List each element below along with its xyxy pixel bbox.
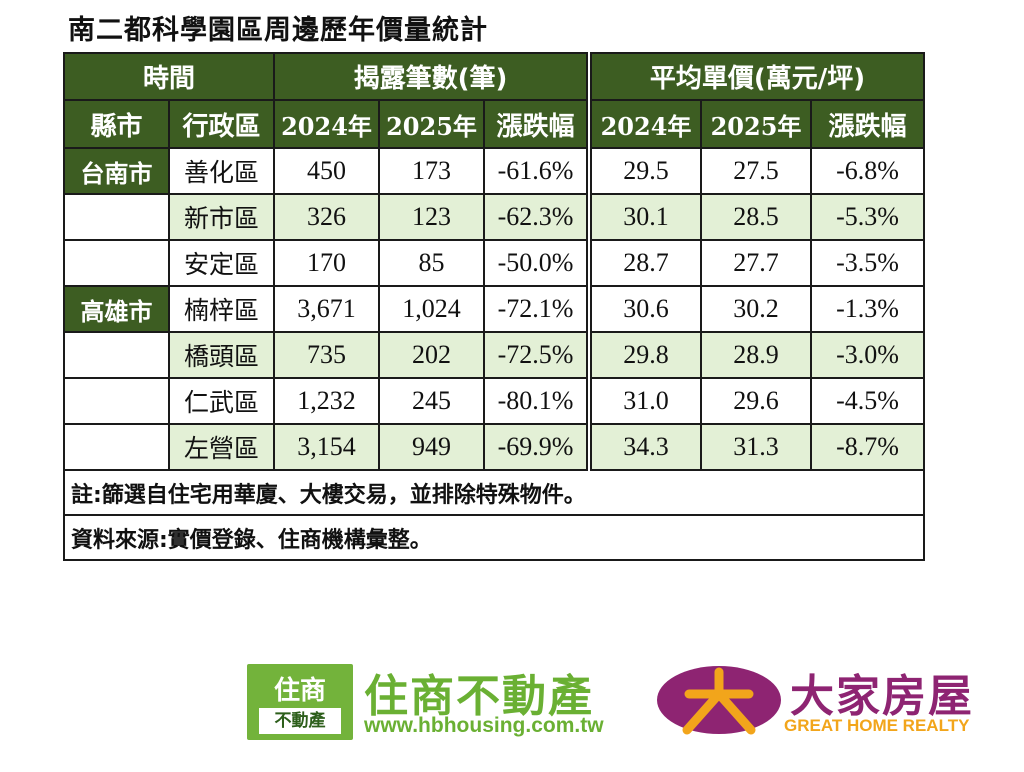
count-change-cell: -69.9% — [483, 423, 593, 471]
hbhousing-logo-mark: 住商 不動產 — [247, 664, 353, 740]
price-volume-table: 時間 揭露筆數(筆) 平均單價(萬元/坪) 縣市 行政區 2024年 2025年… — [62, 52, 926, 561]
header-price-2024: 2024年 — [588, 99, 703, 149]
county-cell: 高雄市 — [63, 285, 170, 333]
count-2025-cell: 202 — [378, 331, 486, 379]
count-change-cell: -80.1% — [483, 377, 593, 425]
table-note: 註:篩選自住宅用華廈、大樓交易，並排除特殊物件。 — [62, 469, 926, 516]
hbhousing-brand-name: 住商不動產 — [364, 671, 594, 722]
district-cell: 楠梓區 — [167, 285, 276, 333]
price-change-cell: -3.0% — [810, 331, 926, 379]
district-cell: 橋頭區 — [167, 331, 276, 379]
price-2024-cell: 29.8 — [588, 331, 703, 379]
district-cell: 左營區 — [167, 423, 276, 471]
price-2024-cell: 31.0 — [588, 377, 703, 425]
price-2024-cell: 28.7 — [588, 239, 703, 287]
table-row: 安定區 170 85 -50.0% 28.7 27.7 -3.5% — [63, 239, 926, 287]
great-home-logo-icon — [657, 666, 781, 735]
count-2024-cell: 735 — [273, 331, 381, 379]
header-count-2025: 2025年 — [378, 99, 486, 149]
district-cell: 仁武區 — [167, 377, 276, 425]
header-avg-price: 平均單價(萬元/坪) — [588, 52, 926, 101]
county-cell: 台南市 — [63, 147, 170, 195]
county-cell — [63, 239, 170, 287]
count-2024-cell: 1,232 — [273, 377, 381, 425]
district-cell: 善化區 — [167, 147, 276, 195]
count-2024-cell: 450 — [273, 147, 381, 195]
header-row-top: 時間 揭露筆數(筆) 平均單價(萬元/坪) — [62, 52, 926, 101]
table-row: 台南市 善化區 450 173 -61.6% 29.5 27.5 -6.8% — [63, 147, 926, 195]
great-home-brand-name: 大家房屋 — [790, 671, 974, 722]
source-row: 資料來源:實價登錄、住商機構彙整。 — [62, 514, 926, 561]
price-change-cell: -1.3% — [810, 285, 926, 333]
count-2025-cell: 1,024 — [378, 285, 486, 333]
hbhousing-mark-top: 住商 — [273, 676, 326, 706]
great-home-english-name: GREAT HOME REALTY — [784, 716, 970, 735]
header-price-change: 漲跌幅 — [810, 99, 926, 149]
count-2024-cell: 326 — [273, 193, 381, 241]
count-change-cell: -61.6% — [483, 147, 593, 195]
price-change-cell: -6.8% — [810, 147, 926, 195]
table-row: 左營區 3,154 949 -69.9% 34.3 31.3 -8.7% — [63, 423, 926, 471]
footer-logos: 住商 不動產 住商不動產 www.hbhousing.com.tw 大家房屋 G… — [0, 650, 1024, 750]
count-change-cell: -50.0% — [483, 239, 593, 287]
page-title: 南二都科學園區周邊歷年價量統計 — [68, 15, 488, 46]
hbhousing-mark-bottom: 不動產 — [259, 708, 341, 734]
district-cell: 新市區 — [167, 193, 276, 241]
price-2024-cell: 30.1 — [588, 193, 703, 241]
price-2025-cell: 28.5 — [700, 193, 813, 241]
table-source: 資料來源:實價登錄、住商機構彙整。 — [62, 514, 926, 561]
note-row: 註:篩選自住宅用華廈、大樓交易，並排除特殊物件。 — [62, 469, 926, 516]
price-2025-cell: 29.6 — [700, 377, 813, 425]
count-2024-cell: 170 — [273, 239, 381, 287]
count-2024-cell: 3,154 — [273, 423, 381, 471]
price-2025-cell: 27.5 — [700, 147, 813, 195]
price-2024-cell: 34.3 — [588, 423, 703, 471]
price-2025-cell: 30.2 — [700, 285, 813, 333]
price-2025-cell: 31.3 — [700, 423, 813, 471]
county-cell — [63, 193, 170, 241]
count-2025-cell: 949 — [378, 423, 486, 471]
header-price-2025: 2025年 — [700, 99, 813, 149]
count-2025-cell: 85 — [378, 239, 486, 287]
price-change-cell: -8.7% — [810, 423, 926, 471]
table-row: 高雄市 楠梓區 3,671 1,024 -72.1% 30.6 30.2 -1.… — [63, 285, 926, 333]
count-change-cell: -72.1% — [483, 285, 593, 333]
hbhousing-url: www.hbhousing.com.tw — [364, 714, 604, 737]
table-row: 新市區 326 123 -62.3% 30.1 28.5 -5.3% — [63, 193, 926, 241]
price-2025-cell: 27.7 — [700, 239, 813, 287]
price-2024-cell: 29.5 — [588, 147, 703, 195]
header-time: 時間 — [62, 52, 276, 101]
price-change-cell: -3.5% — [810, 239, 926, 287]
header-row-sub: 縣市 行政區 2024年 2025年 漲跌幅 2024年 2025年 漲跌幅 — [63, 99, 926, 149]
table-row: 橋頭區 735 202 -72.5% 29.8 28.9 -3.0% — [63, 331, 926, 379]
count-2024-cell: 3,671 — [273, 285, 381, 333]
header-count-change: 漲跌幅 — [483, 99, 593, 149]
price-change-cell: -4.5% — [810, 377, 926, 425]
district-cell: 安定區 — [167, 239, 276, 287]
header-listings: 揭露筆數(筆) — [273, 52, 593, 101]
price-2025-cell: 28.9 — [700, 331, 813, 379]
county-cell — [63, 377, 170, 425]
count-2025-cell: 245 — [378, 377, 486, 425]
count-2025-cell: 173 — [378, 147, 486, 195]
count-change-cell: -62.3% — [483, 193, 593, 241]
header-county: 縣市 — [63, 99, 170, 149]
county-cell — [63, 331, 170, 379]
price-change-cell: -5.3% — [810, 193, 926, 241]
price-2024-cell: 30.6 — [588, 285, 703, 333]
count-2025-cell: 123 — [378, 193, 486, 241]
count-change-cell: -72.5% — [483, 331, 593, 379]
header-count-2024: 2024年 — [273, 99, 381, 149]
table-row: 仁武區 1,232 245 -80.1% 31.0 29.6 -4.5% — [63, 377, 926, 425]
header-district: 行政區 — [167, 99, 276, 149]
county-cell — [63, 423, 170, 471]
